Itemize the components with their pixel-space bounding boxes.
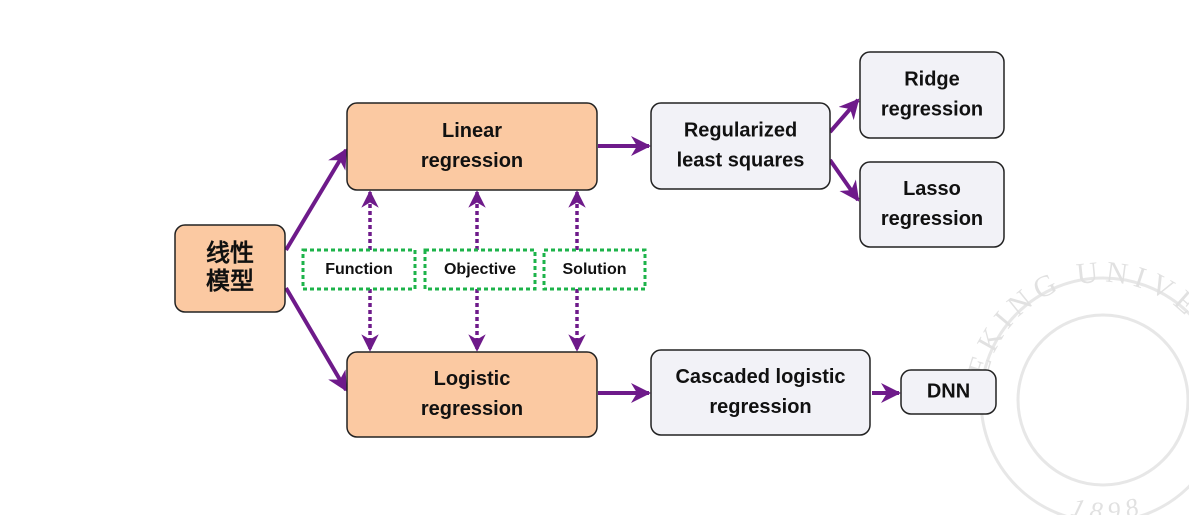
node-box	[174, 224, 286, 313]
arrows	[284, 98, 901, 403]
node-label: regression	[421, 150, 523, 172]
node-box	[346, 351, 598, 438]
link-box	[542, 248, 647, 291]
node-label: regression	[709, 396, 811, 418]
node-label: regression	[421, 398, 523, 420]
node-label: DNN	[927, 380, 970, 402]
link-label: Objective	[444, 261, 516, 278]
node-label: Lasso	[903, 178, 961, 200]
node-box	[650, 102, 831, 190]
node-label: Logistic	[434, 368, 511, 390]
dotted-arrows	[361, 190, 586, 352]
link-box	[423, 248, 537, 291]
node-label: Linear	[442, 120, 502, 142]
node-label: 线性	[206, 240, 254, 267]
node-box	[650, 349, 871, 436]
node-label: 模型	[206, 268, 254, 295]
node-label: regression	[881, 208, 983, 230]
node-box	[900, 369, 997, 415]
node-label: Ridge	[904, 68, 960, 90]
node-box	[859, 161, 1005, 248]
watermark-text: PEKING UNIVERSITY	[0, 0, 1189, 402]
svg-text:PEKING UNIVERSITY: PEKING UNIVERSITY	[0, 0, 1189, 402]
link-label: Function	[325, 261, 393, 278]
node-label: regression	[881, 98, 983, 120]
node-box	[346, 102, 598, 191]
node-box	[859, 51, 1005, 139]
watermark-year: 1 8 9 8	[1068, 492, 1142, 515]
node-label: least squares	[677, 149, 805, 171]
node-label: Cascaded logistic	[675, 366, 845, 388]
link-box	[301, 248, 417, 291]
svg-text:1 8 9 8: 1 8 9 8	[1068, 492, 1142, 515]
link-label: Solution	[563, 261, 627, 278]
node-label: Regularized	[684, 119, 797, 141]
